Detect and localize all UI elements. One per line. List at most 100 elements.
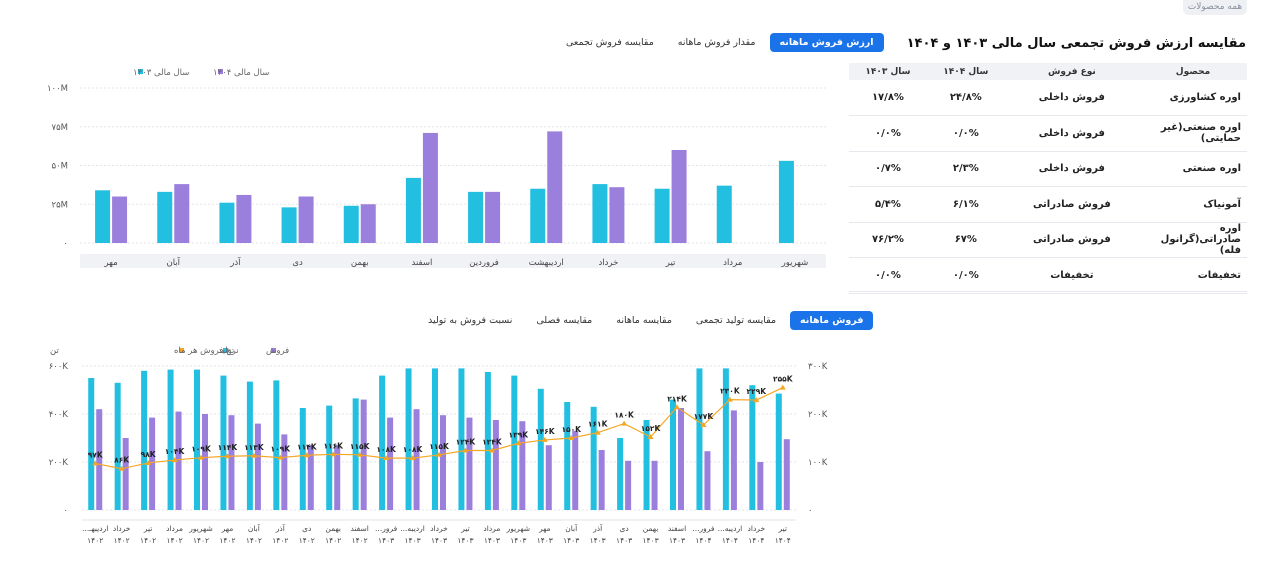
x-tick-label: اردیبهـ... — [82, 524, 108, 533]
bar-production — [114, 382, 121, 510]
legend-swatch-production — [223, 348, 228, 353]
cell-1404: ۶/۱% — [926, 186, 1005, 223]
x-tick-label: فرور... — [692, 524, 715, 533]
bar-sales — [175, 411, 182, 510]
tab-monthly-sales-value[interactable]: ارزش فروش ماهانه — [769, 33, 884, 52]
tab-cumulative-sales-comparison[interactable]: مقایسه فروش تجمعی — [566, 37, 654, 48]
x-tick-label: دی — [620, 524, 629, 533]
bar-production — [194, 369, 200, 510]
rate-point — [753, 397, 760, 403]
bar-1403 — [95, 190, 111, 243]
bar-sales — [122, 438, 129, 510]
x-tick-label: اسفند — [350, 524, 368, 533]
tab-seasonal-comparison[interactable]: مقایسه فصلی — [536, 315, 593, 326]
bar-sales — [492, 420, 499, 510]
x-tick-label: بهمن — [351, 258, 369, 268]
bar-production — [537, 388, 544, 510]
bar-sales — [149, 417, 156, 510]
rate-data-label: ۲۵۵K — [773, 375, 794, 384]
comparison-table: محصول نوع فروش سال ۱۴۰۴ سال ۱۴۰۳ اوره کش… — [849, 63, 1247, 294]
cell-1404: ۲/۳% — [926, 151, 1005, 187]
x-tick-year: ۱۴۰۲ — [87, 536, 103, 545]
bar-1404 — [547, 131, 563, 243]
legend-label-1404: سال مالی ۱۴۰۴ — [213, 68, 269, 78]
bar-sales — [387, 417, 394, 510]
rate-point — [145, 459, 152, 465]
rate-data-label: ۱۷۷K — [694, 412, 715, 421]
x-tick-year: ۱۴۰۳ — [457, 536, 473, 545]
rate-data-label: ۱۰۸K — [376, 445, 397, 454]
rate-data-label: ۱۳۹K — [509, 430, 530, 439]
x-tick-label: اسفند — [668, 524, 686, 533]
bar-1403 — [592, 184, 608, 243]
rate-data-label: ۱۵۰K — [561, 425, 582, 434]
x-tick-year: ۱۴۰۲ — [325, 536, 341, 545]
bar-production — [273, 380, 280, 510]
rate-data-label: ۱۰۹K — [271, 445, 292, 454]
bar-sales — [783, 439, 790, 510]
bar-1403 — [219, 202, 235, 243]
bar-production — [458, 368, 465, 510]
legend-swatch-1404 — [218, 69, 223, 74]
cell-1403: ۰/۰% — [849, 257, 927, 294]
table-bottom-divider — [849, 291, 1247, 292]
rate-point — [647, 434, 654, 440]
y-tick-label: ۵۰M — [52, 162, 68, 172]
cell-sale-type: فروش صادراتی — [1004, 186, 1139, 223]
x-tick-year: ۱۴۰۳ — [431, 536, 447, 545]
cell-product: اوره صنعتی — [1139, 151, 1247, 187]
x-tick-label: مرداد — [723, 258, 742, 268]
x-tick-label: آبان — [565, 523, 578, 533]
bar-sales — [704, 451, 711, 510]
rate-point — [409, 455, 416, 461]
rate-point — [330, 451, 337, 457]
x-tick-label: تیر — [460, 524, 470, 533]
x-tick-label: خرداد — [430, 524, 448, 533]
rate-data-label: ۱۱۴K — [218, 443, 239, 452]
x-tick-label: بهمن — [643, 524, 659, 533]
tab-cumulative-production[interactable]: مقایسه تولید تجمعی — [695, 315, 777, 326]
rate-data-label: ۱۲۴K — [456, 437, 477, 446]
bar-sales — [96, 409, 103, 510]
tab-monthly-comparison[interactable]: مقایسه ماهانه — [616, 315, 672, 326]
bar-1404 — [112, 196, 128, 243]
x-tick-label: آبان — [248, 523, 261, 533]
x-tick-year: ۱۴۰۲ — [246, 536, 262, 545]
all-products-chip[interactable]: همه محصولات — [1183, 0, 1247, 15]
x-tick-year: ۱۴۰۲ — [272, 536, 288, 545]
rate-data-label: ۱۱۴K — [297, 442, 318, 451]
y-tick-label: ۱۰۰M — [47, 84, 68, 94]
table-row: اوره صنعتی(غیر حمایتی) فروش داخلی ۰/۰% ۰… — [849, 115, 1247, 152]
x-tick-label: شهریور — [781, 258, 809, 268]
x-tick-label: آذر — [275, 523, 286, 533]
bar-sales — [757, 462, 764, 510]
x-tick-label: شهریور — [188, 524, 212, 533]
bar-production — [696, 368, 703, 510]
bar-sales — [254, 423, 261, 510]
bar-production — [379, 375, 386, 510]
x-tick-year: ۱۴۰۳ — [537, 536, 553, 545]
rate-point — [250, 452, 257, 458]
x-tick-year: ۱۴۰۳ — [669, 536, 685, 545]
tab-monthly-sales-quantity[interactable]: مقدار فروش ماهانه — [677, 37, 756, 48]
x-tick-year: ۱۴۰۳ — [616, 536, 632, 545]
x-tick-label: تیر — [778, 524, 788, 533]
x-tick-label: بهمن — [325, 524, 341, 533]
rate-data-label: ۱۰۴K — [165, 447, 186, 456]
bar-production — [141, 370, 148, 510]
tab-sales-to-production-ratio[interactable]: نسبت فروش به تولید — [428, 315, 513, 326]
tab-monthly-sales[interactable]: فروش ماهانه — [790, 311, 874, 330]
col-header-1403: سال ۱۴۰۳ — [849, 63, 927, 80]
bar-production — [246, 381, 253, 510]
x-tick-label: خرداد — [598, 258, 618, 268]
x-tick-label: خرداد — [748, 524, 766, 533]
legend-swatch-rate — [179, 348, 184, 353]
legend-label-1403: سال مالی ۱۴۰۳ — [133, 68, 189, 78]
x-tick-label: آذر — [592, 523, 603, 533]
rate-point — [224, 453, 231, 459]
table-title: مقایسه ارزش فروش تجمعی سال مالی ۱۴۰۳ و ۱… — [906, 36, 1246, 51]
bar-1403 — [468, 191, 484, 243]
x-tick-year: ۱۴۰۴ — [695, 536, 711, 545]
rate-point — [700, 422, 707, 428]
